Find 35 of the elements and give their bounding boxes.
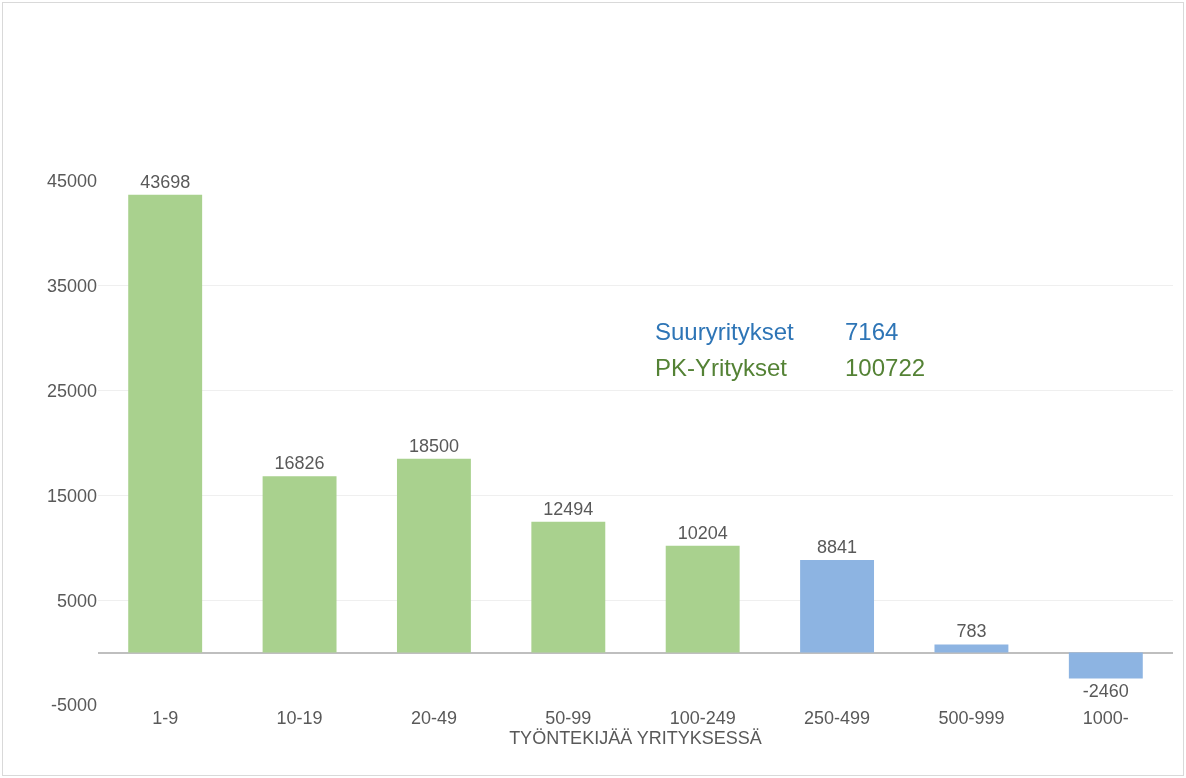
x-tick-label: 1-9: [152, 708, 179, 728]
data-label: 43698: [140, 171, 191, 192]
bar: [531, 521, 606, 653]
bar: [262, 476, 337, 653]
data-label: 12494: [543, 498, 594, 519]
annotation: Suuryritykset: [655, 318, 795, 345]
x-tick-label: 500-999: [938, 708, 1005, 728]
data-label: 16826: [274, 453, 325, 474]
x-tick-label: 250-499: [804, 708, 871, 728]
data-label: 8841: [817, 536, 858, 557]
annotation: PK-Yritykset: [655, 354, 788, 381]
data-label: 18500: [408, 435, 459, 456]
y-tick-label: 5000: [56, 590, 97, 611]
x-tick-label: 50-99: [545, 708, 592, 728]
data-label: -2460: [1082, 681, 1129, 702]
data-label: 783: [956, 621, 987, 642]
x-tick-label: 20-49: [410, 708, 457, 728]
annotation: 7164: [845, 318, 899, 345]
bar: [800, 559, 875, 653]
y-tick-label: 15000: [46, 485, 97, 506]
x-axis-title: TYÖNTEKIJÄÄ YRITYKSESSÄ: [509, 728, 762, 749]
bar: [934, 644, 1009, 653]
data-label: 10204: [677, 522, 728, 543]
y-tick-label: -5000: [50, 695, 97, 716]
x-tick-label: 1000-: [1082, 708, 1129, 728]
x-tick-label: 100-249: [669, 708, 736, 728]
bar: [128, 194, 203, 653]
bar: [1068, 652, 1143, 679]
x-tick-label: 10-19: [276, 708, 323, 728]
bar: [665, 545, 740, 653]
y-tick-label: 25000: [46, 380, 97, 401]
y-tick-label: 35000: [46, 276, 97, 297]
bar: [396, 458, 471, 653]
annotation: 100722: [845, 354, 926, 381]
y-tick-label: 45000: [46, 171, 97, 192]
